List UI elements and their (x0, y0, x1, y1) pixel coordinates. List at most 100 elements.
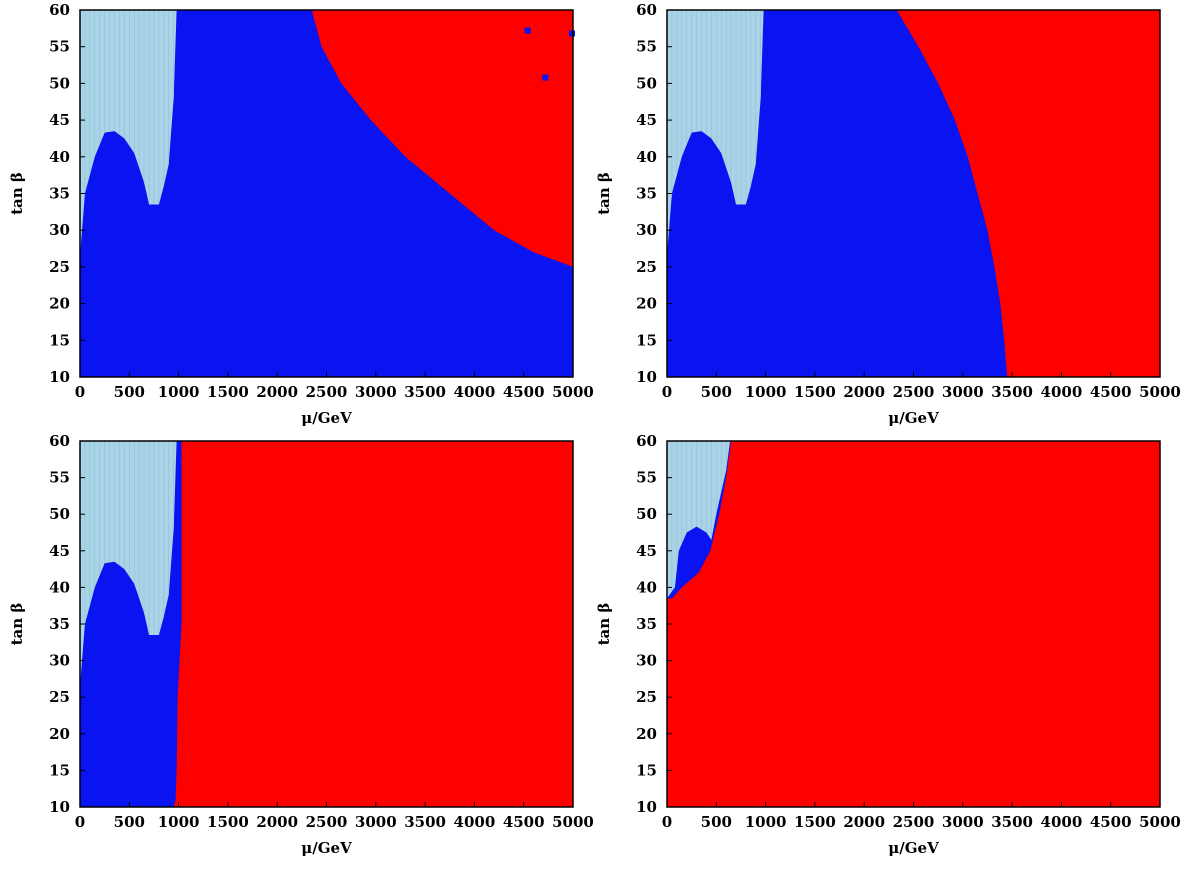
x-tick-label: 3500 (404, 383, 446, 401)
y-tick-label: 40 (49, 148, 70, 166)
panel-bottom-right: 0 500 1000 1500 2000 2500 3000 3500 4000 4500 5000… (595, 432, 1181, 857)
y-tick-label: 60 (49, 432, 70, 450)
y-tick-label: 35 (49, 615, 70, 633)
x-tick-label: 1000 (158, 813, 200, 831)
y-tick-label: 60 (636, 1, 657, 19)
x-tick-label: 3000 (355, 383, 397, 401)
y-tick-label: 10 (636, 368, 657, 386)
x-tick-label: 2000 (843, 813, 885, 831)
x-tick-label: 500 (701, 813, 732, 831)
y-tick-label: 25 (49, 258, 70, 276)
y-tick-label: 10 (49, 368, 70, 386)
y-tick-label: 45 (636, 542, 657, 560)
x-tick-label: 1500 (794, 383, 836, 401)
data-point (524, 27, 531, 34)
y-tick-label: 50 (49, 505, 70, 523)
x-tick-label: 2500 (893, 813, 935, 831)
y-tick-label: 55 (49, 38, 70, 56)
x-tick-label: 1500 (207, 383, 249, 401)
y-tick-label: 15 (636, 331, 657, 349)
y-tick-label: 40 (636, 578, 657, 596)
region-light (667, 441, 731, 599)
panel-bottom-left: 0 500 1000 1500 2000 2500 3000 3500 4000 4500 5000… (8, 432, 594, 857)
y-tick-label: 35 (49, 185, 70, 203)
x-axis-label: μ/GeV (888, 409, 939, 427)
y-tick-label: 20 (49, 725, 70, 743)
y-tick-label: 10 (636, 798, 657, 816)
x-tick-label: 2000 (843, 383, 885, 401)
y-tick-label: 45 (49, 111, 70, 129)
x-tick-label: 3000 (355, 813, 397, 831)
x-axis-label: μ/GeV (301, 409, 352, 427)
x-tick-label: 4000 (454, 383, 496, 401)
y-axis-label: tan β (595, 172, 613, 215)
y-axis-label: tan β (8, 172, 26, 215)
x-tick-label: 3500 (404, 813, 446, 831)
y-tick-label: 15 (49, 331, 70, 349)
data-point (569, 30, 576, 37)
y-tick-label: 30 (49, 221, 70, 239)
x-tick-label: 2500 (306, 813, 348, 831)
x-tick-label: 4500 (503, 383, 545, 401)
y-tick-label: 35 (636, 615, 657, 633)
x-tick-label: 3500 (991, 813, 1033, 831)
x-tick-label: 500 (114, 813, 145, 831)
x-tick-label: 2000 (256, 383, 298, 401)
x-tick-label: 0 (662, 383, 672, 401)
x-tick-label: 2000 (256, 813, 298, 831)
region-red (173, 441, 574, 807)
x-tick-label: 0 (75, 383, 85, 401)
x-tick-label: 4000 (1041, 813, 1083, 831)
x-tick-label: 5000 (1139, 813, 1181, 831)
y-tick-label: 30 (636, 652, 657, 670)
x-tick-label: 4000 (1041, 383, 1083, 401)
y-tick-label: 45 (49, 542, 70, 560)
y-tick-label: 40 (49, 578, 70, 596)
y-tick-label: 55 (636, 38, 657, 56)
y-tick-label: 60 (49, 1, 70, 19)
y-tick-label: 55 (49, 469, 70, 487)
y-tick-label: 50 (49, 74, 70, 92)
x-tick-label: 4500 (1090, 383, 1132, 401)
y-tick-label: 15 (49, 761, 70, 779)
x-tick-label: 3000 (942, 383, 984, 401)
x-axis-label: μ/GeV (301, 839, 352, 857)
x-tick-label: 0 (75, 813, 85, 831)
region-red (667, 441, 1160, 807)
x-tick-label: 1000 (745, 383, 787, 401)
x-tick-label: 4000 (454, 813, 496, 831)
y-tick-label: 40 (636, 148, 657, 166)
y-tick-label: 25 (49, 688, 70, 706)
x-tick-label: 1500 (794, 813, 836, 831)
y-tick-label: 25 (636, 258, 657, 276)
x-axis-label: μ/GeV (888, 839, 939, 857)
x-tick-label: 1000 (158, 383, 200, 401)
x-tick-label: 5000 (552, 383, 594, 401)
x-tick-label: 0 (662, 813, 672, 831)
x-tick-label: 2500 (306, 383, 348, 401)
y-tick-label: 35 (636, 185, 657, 203)
panel-top-left: 0 500 1000 1500 2000 2500 3000 3500 4000 4500 5000… (8, 1, 594, 427)
y-tick-label: 50 (636, 74, 657, 92)
data-point (542, 74, 549, 81)
x-tick-label: 4500 (503, 813, 545, 831)
y-tick-label: 20 (636, 725, 657, 743)
y-tick-label: 30 (636, 221, 657, 239)
region-red (896, 10, 1160, 377)
x-tick-label: 2500 (893, 383, 935, 401)
y-tick-label: 20 (636, 295, 657, 313)
region-red (311, 10, 573, 267)
x-tick-label: 3500 (991, 383, 1033, 401)
y-tick-label: 25 (636, 688, 657, 706)
y-axis-label: tan β (595, 603, 613, 646)
y-tick-label: 45 (636, 111, 657, 129)
x-tick-label: 3000 (942, 813, 984, 831)
y-tick-label: 55 (636, 469, 657, 487)
y-tick-label: 50 (636, 505, 657, 523)
x-tick-label: 5000 (552, 813, 594, 831)
y-tick-label: 60 (636, 432, 657, 450)
y-axis-label: tan β (8, 603, 26, 646)
y-tick-label: 15 (636, 761, 657, 779)
x-tick-label: 1000 (745, 813, 787, 831)
